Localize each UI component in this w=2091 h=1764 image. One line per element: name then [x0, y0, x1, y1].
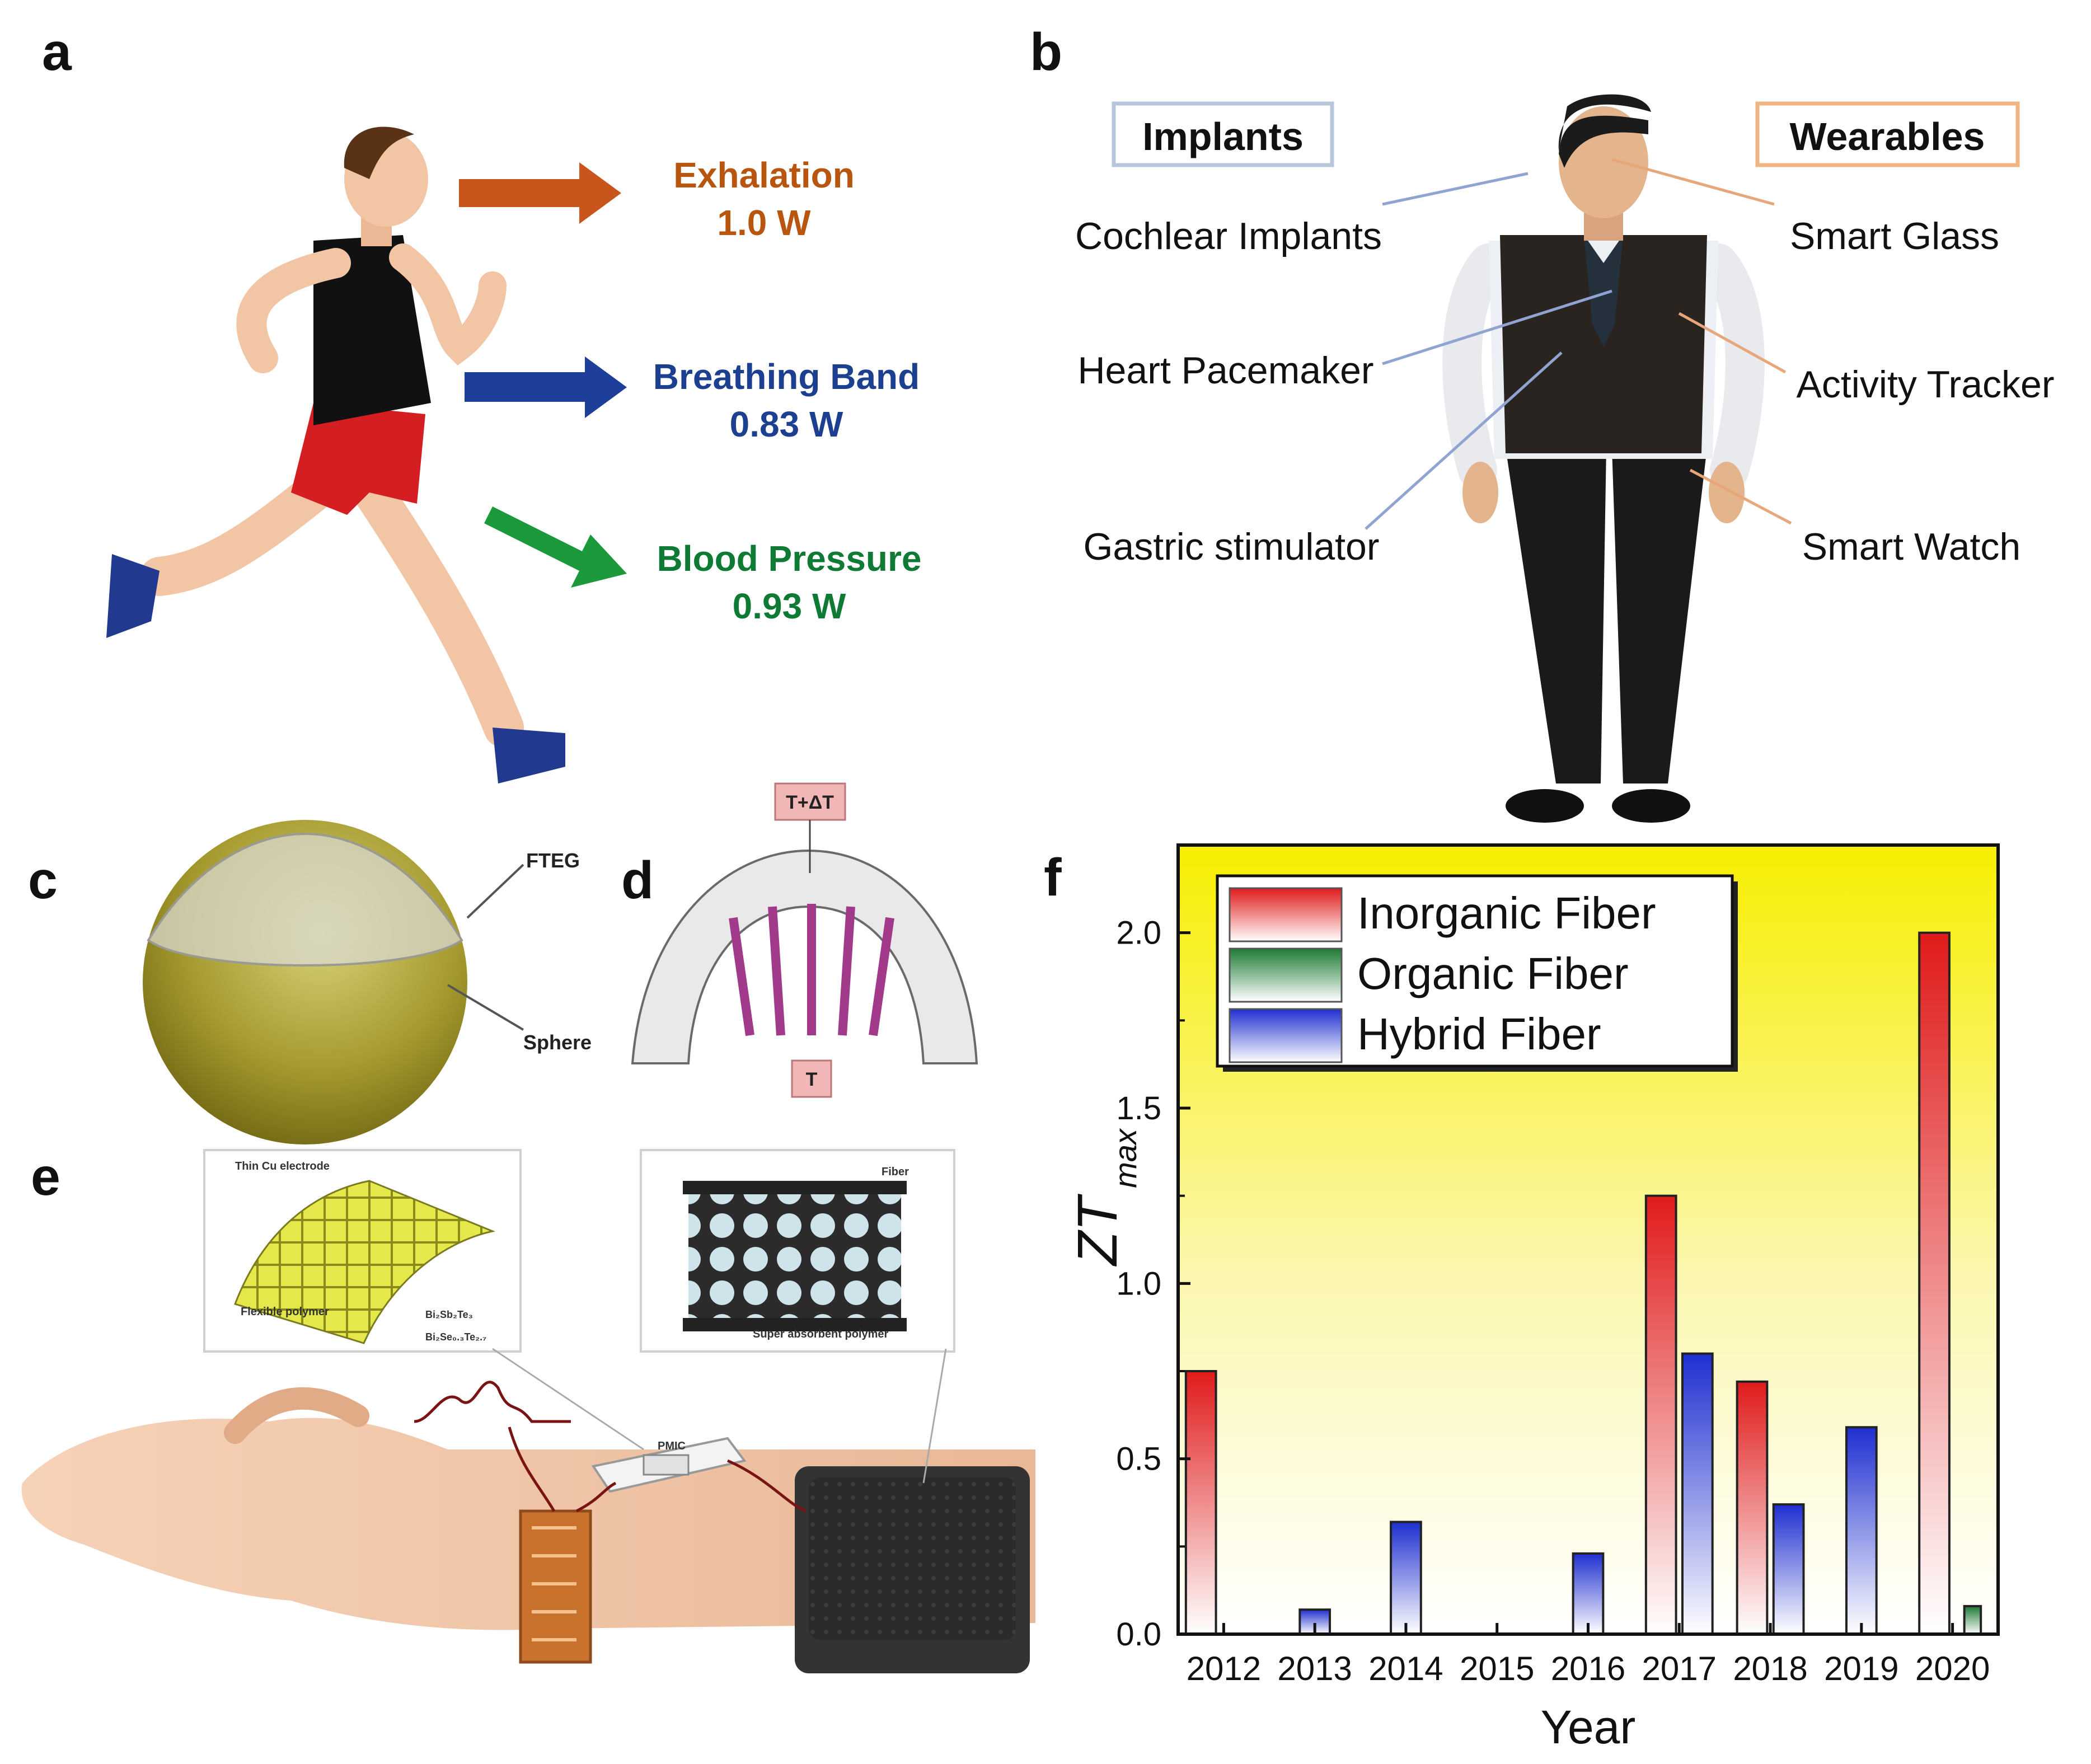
y-axis-label: ZT: [1066, 1194, 1129, 1266]
blood-pressure-arrow: [484, 506, 627, 588]
y-tick-label-0.5: 0.5: [1116, 1441, 1161, 1477]
implants-title: Implants: [1142, 115, 1304, 158]
bar-hybrid-2017: [1681, 1352, 1714, 1636]
flexible-teg-band: [519, 1509, 592, 1664]
implant-label-cochlear: Cochlear Implants: [1075, 215, 1382, 257]
wearables-title: Wearables: [1790, 115, 1985, 158]
legend-swatch-organic: [1229, 947, 1343, 1003]
wearable-label-smart-watch: Smart Watch: [1802, 526, 2020, 568]
sphere-label: Sphere: [523, 1031, 592, 1054]
x-tick-label-2015: 2015: [1460, 1650, 1534, 1687]
exhalation-label: Exhalation: [673, 155, 855, 195]
fteg-film-shape: [147, 832, 463, 967]
x-tick-label-2014: 2014: [1368, 1650, 1443, 1687]
inset-cu-electrode: Thin Cu electrode Flexible polymer Bi₂Sb…: [203, 1149, 522, 1353]
wearable-leader-lines: [1611, 158, 1792, 525]
y-axis-label-subscript: max: [1108, 1128, 1143, 1188]
inset-sap-label: Super absorbent polymer: [753, 1328, 888, 1340]
legend-label-inorganic: Inorganic Fiber: [1357, 888, 1656, 938]
bar-inorganic-2017: [1644, 1194, 1677, 1636]
bar-inorganic-2020: [1918, 931, 1951, 1635]
y-tick-label-1.5: 1.5: [1116, 1090, 1161, 1127]
bar-organic-2020: [1963, 1605, 1982, 1636]
x-tick-label-2019: 2019: [1824, 1650, 1898, 1687]
inset-fiber-label: Fiber: [882, 1166, 909, 1178]
x-tick-label-2013: 2013: [1277, 1650, 1352, 1687]
hot-side-label-box: [774, 782, 846, 821]
implant-label-gastric: Gastric stimulator: [1084, 526, 1380, 568]
pmic-label: PMIC: [658, 1440, 686, 1452]
blood-pressure-label: Blood Pressure: [657, 538, 921, 579]
implants-title-box: [1112, 101, 1334, 167]
wearable-label-activity-tracker: Activity Tracker: [1797, 363, 2055, 406]
x-tick-label-2020: 2020: [1915, 1650, 1990, 1687]
panel-d-letter: d: [621, 851, 654, 910]
man-illustration: [1442, 94, 1765, 823]
panel-f-letter: f: [1044, 848, 1062, 907]
x-tick-label-2012: 2012: [1187, 1650, 1261, 1687]
sap-band: [795, 1466, 1030, 1673]
panel-e: e Thin Cu electrode Flexible polymer Bi₂…: [21, 1147, 1035, 1673]
exhalation-arrow: [459, 162, 621, 224]
fteg-label: FTEG: [526, 849, 580, 872]
panel-b-letter: b: [1030, 22, 1062, 82]
y-tick-label-2.0: 2.0: [1116, 915, 1161, 951]
x-tick-label-2018: 2018: [1733, 1650, 1807, 1687]
bar-inorganic-2018: [1736, 1380, 1769, 1636]
bar-hybrid-2019: [1845, 1426, 1878, 1635]
y-tick-label-0.0: 0.0: [1116, 1616, 1161, 1653]
panel-c: c FTEG Sphere: [28, 820, 592, 1144]
inset-fiber: Fiber Super absorbent polymer: [640, 1149, 955, 1353]
panel-c-letter: c: [28, 851, 58, 910]
exhalation-value: 1.0 W: [717, 203, 811, 243]
connection-wires: [414, 1381, 807, 1513]
breathing-band-value: 0.83 W: [730, 404, 843, 444]
inset-bisete-label: Bi₂Se₀.₃Te₂.₇: [425, 1331, 486, 1343]
x-tick-label-2017: 2017: [1642, 1650, 1717, 1687]
wearables-title-box: [1755, 101, 2020, 167]
wearable-label-smart-glass: Smart Glass: [1790, 215, 1999, 257]
panel-a: a: [42, 22, 922, 784]
inset-bisbte-label: Bi₂Sb₂Te₃: [425, 1309, 473, 1320]
runner-illustration: [106, 126, 565, 784]
hot-side-label: T+ΔT: [786, 792, 834, 813]
panel-b: b Implants Wearables: [1030, 22, 2054, 823]
y-tick-label-1.0: 1.0: [1116, 1265, 1161, 1302]
breathing-band-arrow: [465, 356, 627, 418]
panel-f: f 0.0 0.5 1.0 1.5 2.0 2012 2013 2014 2015 2016 201…: [1044, 843, 2000, 1753]
inset-flexible-polymer-label: Flexible polymer: [241, 1306, 329, 1318]
x-axis-label: Year: [1541, 1701, 1636, 1753]
cold-side-label: T: [806, 1069, 818, 1090]
bar-hybrid-2014: [1390, 1521, 1422, 1635]
bar-inorganic-2012: [1184, 1370, 1217, 1635]
panel-a-letter: a: [42, 22, 72, 82]
pmic-module: PMIC: [591, 1437, 747, 1493]
zt-chart: 0.0 0.5 1.0 1.5 2.0 2012 2013 2014 2015 2016 2017 2…: [1066, 843, 2000, 1753]
legend-swatch-inorganic: [1229, 887, 1343, 942]
bar-hybrid-2016: [1572, 1552, 1605, 1636]
x-tick-label-2016: 2016: [1551, 1650, 1625, 1687]
implant-leader-lines: [1365, 172, 1612, 530]
inset-cu-electrode-label: Thin Cu electrode: [235, 1160, 330, 1172]
legend-swatch-hybrid: [1229, 1008, 1343, 1063]
thermoelectric-legs: [729, 904, 894, 1036]
blood-pressure-value: 0.93 W: [733, 586, 846, 626]
panel-d: d T+ΔT T: [621, 782, 978, 1098]
implant-label-pacemaker: Heart Pacemaker: [1077, 349, 1373, 392]
cold-side-label-box: [791, 1059, 832, 1098]
legend-label-organic: Organic Fiber: [1357, 949, 1629, 998]
bar-hybrid-2018: [1772, 1503, 1805, 1635]
legend-label-hybrid: Hybrid Fiber: [1357, 1009, 1601, 1059]
panel-e-letter: e: [31, 1147, 60, 1207]
breathing-band-label: Breathing Band: [653, 356, 920, 397]
curved-device-shape: [631, 849, 978, 1064]
